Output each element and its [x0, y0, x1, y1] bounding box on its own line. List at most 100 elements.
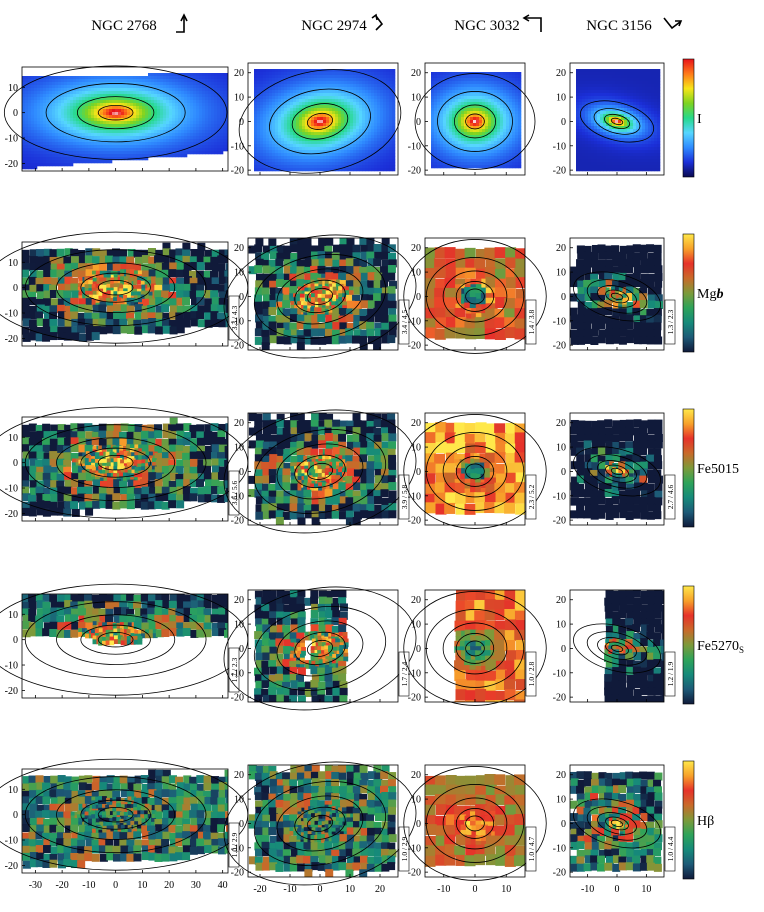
y-tick-label: -20: [553, 166, 566, 177]
y-tick-label: 0: [239, 117, 244, 128]
isophote-contour: [294, 631, 346, 666]
y-tick-label: -10: [553, 141, 566, 152]
y-tick-label: 10: [411, 443, 421, 454]
isophote-contour: [605, 641, 629, 656]
y-tick-label: 0: [13, 108, 18, 119]
quantity-label: Hβ: [697, 814, 714, 829]
y-tick-label: -20: [408, 868, 421, 879]
galaxy-title: NGC 3032: [454, 18, 519, 34]
isophote-contour: [442, 445, 508, 498]
range-label: 1.7 / 2.3: [230, 657, 239, 682]
contour-lines: [573, 798, 661, 849]
y-tick-label: 10: [234, 268, 244, 279]
colorbar-gradient: [682, 233, 695, 353]
isophote-contour: [294, 454, 346, 489]
isophote-contour: [465, 640, 485, 657]
y-tick-label: -20: [231, 516, 244, 527]
y-tick-label: -10: [408, 668, 421, 679]
range-label: 3.3 / 4.3: [230, 305, 239, 330]
colorbar: Fe5015: [682, 408, 739, 528]
isophote-contour: [306, 287, 334, 305]
y-tick-label: -20: [231, 693, 244, 704]
isophote-contour: [414, 73, 536, 170]
y-tick-label: -10: [5, 309, 18, 320]
isophote-contour: [597, 812, 637, 835]
range-box: [664, 826, 676, 872]
map-panel: 10 0 -10 -20: [3, 65, 229, 172]
y-tick-label: -10: [5, 484, 18, 495]
y-tick-label: -20: [231, 166, 244, 177]
isophote-contour: [403, 591, 547, 706]
panel-frame: [21, 241, 229, 347]
isophote-contour: [56, 614, 176, 665]
contour-lines: [414, 73, 536, 170]
map-panel: 20 10 0 -10 -20 -10 0 10 1.0 / 4.7: [403, 764, 547, 895]
isophote-contour: [605, 816, 629, 831]
colorbar-gradient: [682, 408, 695, 528]
isophote-contour: [253, 428, 387, 514]
map-panel: 20 10 0 -10 -20: [231, 62, 402, 177]
y-tick-label: 0: [561, 467, 566, 478]
isophote-contour: [586, 279, 648, 314]
range-label: 1.4 / 3.8: [527, 309, 536, 334]
contour-lines: [403, 414, 547, 529]
contour-lines: [223, 586, 417, 711]
x-tick-label: 10: [641, 884, 651, 895]
range-box: [228, 295, 240, 341]
isophote-contour: [306, 462, 334, 480]
map-panel: 20 10 0 -10 -20 3.9 / 5.8: [223, 409, 417, 534]
range-box: [664, 474, 676, 520]
x-tick-label: 10: [501, 884, 511, 895]
isophote-contour: [586, 631, 648, 666]
x-tick-label: 0: [318, 884, 323, 895]
range-label: 3.4 / 4.5: [400, 309, 409, 334]
y-tick-label: 0: [13, 810, 18, 821]
map-panel: 10 0 -10 -20 1.7 / 2.3: [0, 583, 249, 699]
isophote-contour: [238, 69, 402, 174]
map-panel: 10 0 -10 -20 3.3 / 4.3: [0, 231, 249, 347]
isophote-contour: [3, 65, 228, 160]
range-label: 1.0 / 2.9: [400, 836, 409, 861]
isophote-contour: [573, 446, 661, 497]
y-tick-label: 10: [234, 620, 244, 631]
y-tick-label: -10: [5, 661, 18, 672]
y-tick-label: -10: [231, 316, 244, 327]
contour-lines: [0, 231, 249, 344]
range-label: 1.7 / 2.4: [400, 661, 409, 686]
galaxy-title: NGC 2768: [91, 18, 156, 34]
y-tick-label: -10: [553, 843, 566, 854]
galaxy-title: NGC 3156: [586, 18, 652, 34]
map-panel: 20 10 0 -10 -20 1.7 / 2.4: [223, 586, 417, 711]
colorbar: I: [682, 58, 702, 178]
range-box: [228, 647, 240, 693]
y-tick-label: 10: [556, 443, 566, 454]
isophote-contour: [403, 766, 547, 881]
colorbar-gradient: [682, 760, 695, 880]
y-tick-label: -20: [553, 516, 566, 527]
y-tick-label: -20: [408, 341, 421, 352]
y-tick-label: 20: [411, 418, 421, 429]
map-panel: 20 10 0 -10 -20 3.4 / 4.5: [223, 234, 417, 359]
colorbar: Fe5270S: [682, 585, 744, 705]
x-tick-label: -10: [581, 884, 594, 895]
panel-frame: [21, 66, 229, 172]
contour-lines: [573, 271, 661, 322]
y-tick-label: -20: [231, 868, 244, 879]
y-tick-label: 20: [234, 595, 244, 606]
x-tick-label: 0: [615, 884, 620, 895]
range-label: 1.0 / 4.4: [666, 836, 675, 861]
y-tick-label: 20: [234, 770, 244, 781]
x-tick-label: 0: [473, 884, 478, 895]
contour-lines: [223, 409, 417, 534]
x-tick-label: 10: [137, 880, 147, 891]
range-box: [525, 826, 537, 872]
x-tick-label: -10: [437, 884, 450, 895]
isophote-contour: [80, 272, 151, 303]
isophote-contour: [276, 443, 364, 500]
x-tick-label: -30: [29, 880, 42, 891]
range-label: 2.7 / 4.6: [666, 484, 675, 509]
isophote-contour: [24, 249, 207, 327]
isophote-contour: [223, 586, 417, 711]
isophote-contour: [465, 463, 485, 480]
